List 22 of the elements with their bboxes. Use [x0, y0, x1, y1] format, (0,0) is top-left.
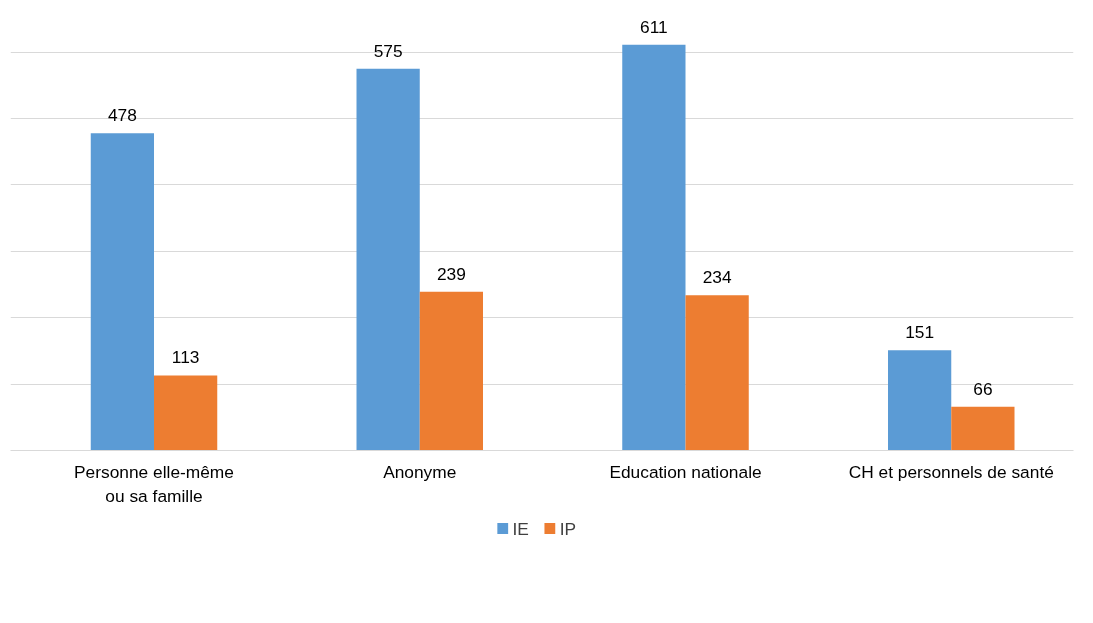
x-tick-label: Anonyme — [383, 461, 457, 482]
bar — [685, 295, 749, 451]
data-label: 575 — [373, 40, 403, 61]
data-label: 234 — [702, 267, 732, 288]
bar — [888, 350, 952, 451]
x-tick-label: Education nationale — [609, 461, 762, 482]
bar — [622, 44, 686, 451]
bar — [951, 406, 1015, 451]
x-tick-label: CH et personnels de santé — [848, 461, 1054, 482]
data-label: 239 — [436, 263, 466, 284]
legend-label: IE — [512, 518, 529, 539]
data-label: 66 — [973, 378, 993, 399]
bar — [90, 133, 155, 451]
bar — [419, 291, 483, 451]
bar — [356, 68, 420, 451]
data-label: 611 — [640, 16, 668, 37]
data-label: 478 — [107, 105, 137, 126]
data-label: 113 — [171, 347, 200, 368]
x-tick-label: Personne elle-même ou sa famille — [74, 461, 234, 506]
bar — [154, 375, 218, 451]
legend-label: IP — [559, 518, 577, 539]
data-label: 151 — [905, 322, 935, 343]
